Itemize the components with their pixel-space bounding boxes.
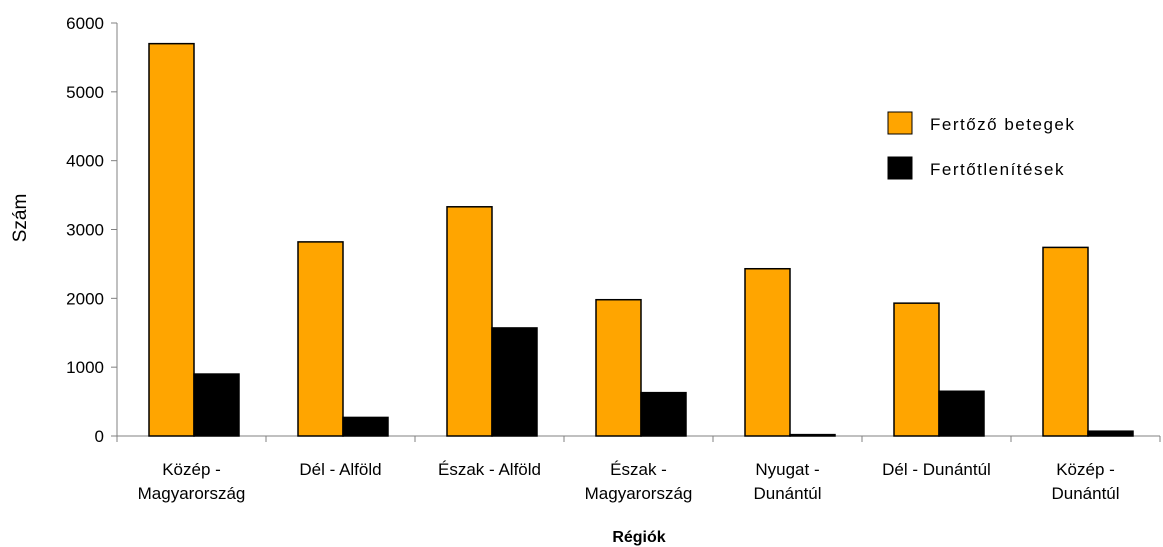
x-tick-label: Észak - Alföld bbox=[438, 460, 541, 479]
x-axis-title: Régiók bbox=[612, 529, 665, 546]
bar bbox=[297, 241, 344, 437]
bar bbox=[744, 267, 791, 437]
legend-swatch bbox=[887, 111, 913, 135]
y-axis-title: Szám bbox=[10, 194, 31, 243]
y-tick-label: 3000 bbox=[66, 221, 104, 240]
bar bbox=[938, 390, 985, 437]
y-tick-label: 4000 bbox=[66, 152, 104, 171]
y-tick-label: 6000 bbox=[66, 14, 104, 33]
bar bbox=[193, 373, 240, 437]
bar bbox=[491, 327, 538, 437]
x-tick-label: Dél - Alföld bbox=[299, 460, 381, 479]
bar bbox=[1087, 430, 1134, 437]
bar bbox=[342, 416, 389, 437]
x-tick-label: Nyugat -Dunántúl bbox=[753, 460, 821, 503]
bars bbox=[148, 42, 1134, 437]
bar bbox=[640, 391, 687, 437]
legend-label: Fertőző betegek bbox=[930, 115, 1075, 134]
x-tick-label: Észak -Magyarország bbox=[585, 460, 693, 503]
bar bbox=[148, 42, 195, 437]
x-tick-label: Közép -Magyarország bbox=[138, 460, 246, 503]
y-tick-label: 0 bbox=[95, 427, 104, 446]
y-tick-label: 2000 bbox=[66, 289, 104, 308]
bar bbox=[893, 302, 940, 437]
y-axis: 0 1000 2000 3000 4000 5000 6000 bbox=[66, 14, 118, 446]
bar bbox=[1042, 246, 1089, 437]
bar bbox=[595, 298, 642, 437]
x-axis: Közép -Magyarország Dél - Alföld Észak - A… bbox=[116, 435, 1161, 503]
x-tick-label: Közép -Dunántúl bbox=[1051, 460, 1119, 503]
legend-label: Fertőtlenítések bbox=[930, 160, 1065, 179]
y-tick-label: 1000 bbox=[66, 358, 104, 377]
bar bbox=[789, 433, 836, 437]
y-tick-label: 5000 bbox=[66, 83, 104, 102]
legend-swatch bbox=[887, 156, 913, 180]
x-tick-label: Dél - Dunántúl bbox=[882, 460, 991, 479]
legend: Fertőző betegek Fertőtlenítések bbox=[887, 111, 1075, 180]
bar bbox=[446, 206, 493, 437]
